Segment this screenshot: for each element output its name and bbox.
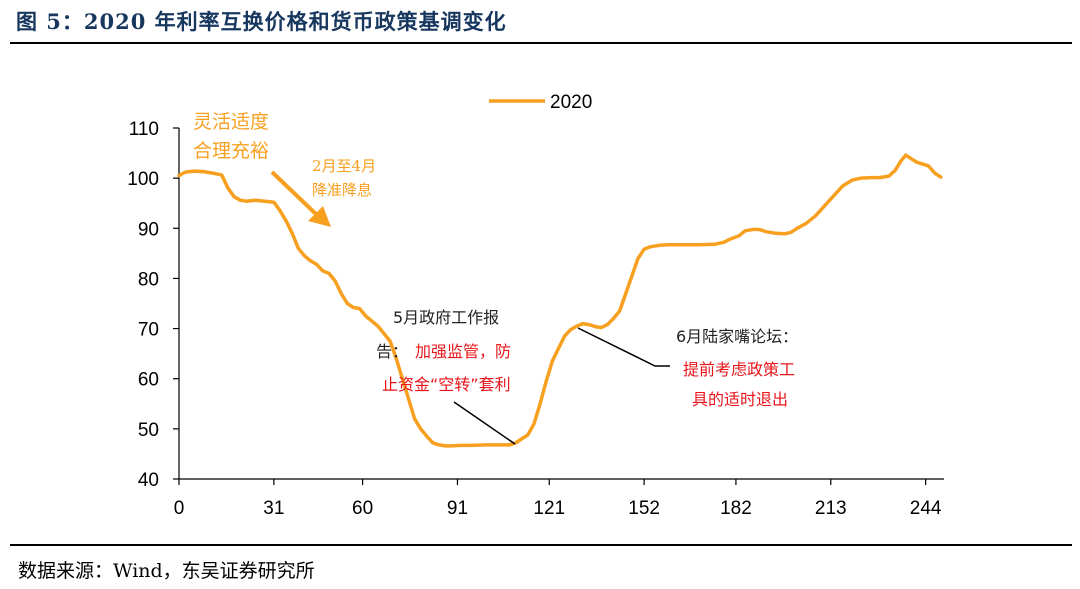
annotation-rrr-cut-line1: 2月至4月 — [312, 157, 376, 175]
annotation-rrr-cut: 2月至4月 降准降息 — [270, 157, 376, 227]
legend-label: 2020 — [550, 92, 592, 113]
annotation-accommodative-line2: 合理充裕 — [193, 140, 269, 162]
annotation-gov-report: 5月政府工作报 告： 加强监管，防 止资金“空转”套利 — [376, 308, 516, 445]
top-rule — [10, 42, 1072, 44]
x-tick-label: 91 — [447, 498, 468, 519]
bottom-rule — [10, 544, 1072, 546]
y-tick-label: 60 — [138, 370, 159, 391]
axes: 110 100 90 80 70 60 50 40 0 31 60 91 121 152 182 213 244 — [127, 119, 944, 519]
down-right-arrow-icon — [270, 170, 331, 227]
y-tick-label: 100 — [127, 169, 159, 190]
y-tick-label: 50 — [138, 420, 159, 441]
annotation-gov-report-prefix: 告： — [376, 342, 408, 361]
annotation-lujiazui-leader — [577, 327, 670, 367]
x-tick-label: 60 — [352, 498, 373, 519]
annotation-lujiazui-red-line2: 具的适时退出 — [692, 390, 788, 409]
x-tick-label: 121 — [533, 498, 565, 519]
x-tick-label: 152 — [628, 498, 660, 519]
y-tick-label: 80 — [138, 269, 159, 290]
figure-title: 图 5：2020 年利率互换价格和货币政策基调变化 — [16, 9, 507, 34]
annotation-lujiazui-red-line1: 提前考虑政策工 — [683, 360, 795, 379]
series-line-2020 — [177, 153, 943, 448]
annotation-gov-report-red-line1: 加强监管，防 — [415, 342, 511, 361]
series-layer — [177, 153, 943, 448]
y-tick-label: 70 — [138, 320, 159, 341]
x-tick-label: 182 — [720, 498, 752, 519]
annotation-gov-report-red-line2: 止资金“空转”套利 — [382, 375, 511, 394]
y-tick-label: 40 — [138, 470, 159, 491]
annotation-accommodative: 灵活适度 合理充裕 — [193, 111, 269, 162]
x-tick-label: 244 — [910, 498, 942, 519]
y-tick-label: 110 — [129, 119, 159, 140]
annotation-lujiazui: 6月陆家嘴论坛： 提前考虑政策工 具的适时退出 — [577, 327, 798, 409]
legend: 2020 — [489, 92, 592, 113]
source-note: 数据来源：Wind，东吴证券研究所 — [18, 560, 315, 582]
x-tick-label: 31 — [263, 498, 284, 519]
annotation-rrr-cut-line2: 降准降息 — [312, 181, 372, 199]
x-tick-label: 213 — [815, 498, 847, 519]
x-tick-label: 0 — [174, 498, 185, 519]
annotation-gov-report-leader — [453, 401, 516, 445]
annotation-accommodative-line1: 灵活适度 — [193, 111, 269, 133]
y-tick-label: 90 — [138, 219, 159, 240]
annotation-lujiazui-title: 6月陆家嘴论坛： — [676, 327, 798, 346]
annotation-gov-report-title: 5月政府工作报 — [393, 308, 499, 327]
